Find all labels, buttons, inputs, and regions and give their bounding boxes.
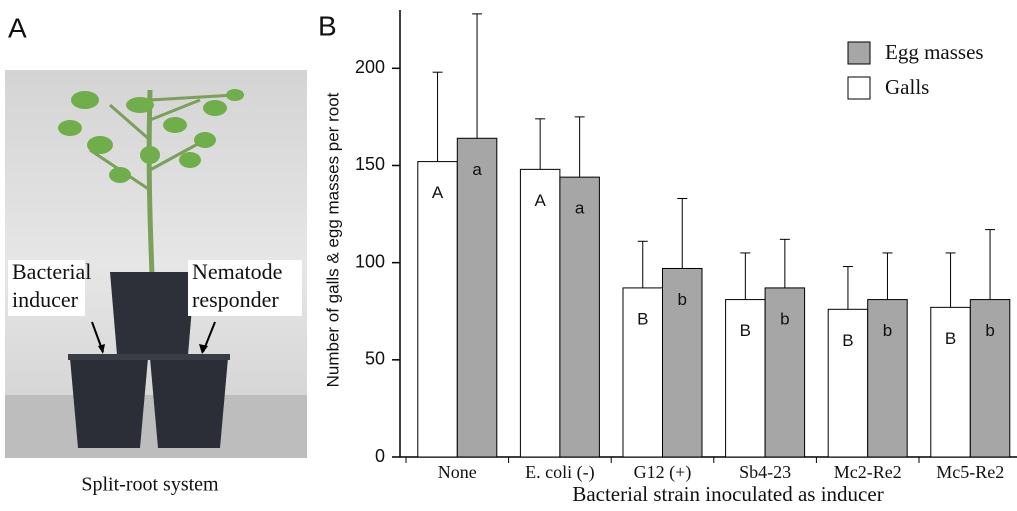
significance-letter: B: [945, 329, 956, 348]
significance-letter: B: [637, 309, 648, 328]
significance-letter: a: [472, 160, 482, 179]
bar: [622, 287, 663, 458]
bar: [969, 299, 1011, 458]
bar: [519, 168, 561, 458]
significance-letter: b: [678, 290, 687, 309]
x-axis-title: Bacterial strain inoculated as inducer: [572, 482, 883, 506]
panel-label: A: [8, 12, 27, 43]
annotation: responder: [192, 287, 279, 312]
annotation: Nematode: [192, 259, 282, 284]
bar: [725, 299, 766, 458]
legend-label: Galls: [885, 75, 929, 99]
bar: [930, 306, 971, 458]
bar: [764, 287, 806, 458]
bar: [456, 137, 498, 458]
annotation: Bacterial: [12, 259, 91, 284]
x-tick-label: Mc2-Re2: [834, 462, 902, 482]
annotation: inducer: [12, 287, 79, 312]
significance-letter: A: [432, 183, 444, 202]
significance-letter: b: [780, 309, 789, 328]
panel-label: B: [318, 10, 337, 41]
photo: [5, 70, 307, 458]
significance-letter: B: [842, 331, 853, 350]
y-tick-label: 200: [355, 57, 385, 77]
bar: [827, 308, 869, 458]
bar: [662, 267, 703, 458]
legend-swatch: [847, 76, 871, 100]
y-axis-title: Number of galls & egg masses per root: [323, 92, 342, 387]
caption: Split-root system: [81, 474, 219, 496]
x-tick-label: None: [438, 462, 477, 482]
bar: [559, 176, 600, 458]
y-tick-label: 150: [355, 154, 385, 174]
significance-letter: B: [740, 321, 751, 340]
y-tick-label: 0: [375, 446, 385, 466]
significance-letter: a: [575, 199, 585, 218]
legend-swatch: [847, 41, 871, 65]
significance-letter: b: [985, 321, 994, 340]
y-tick-label: 100: [355, 251, 385, 271]
x-tick-label: Sb4-23: [739, 462, 791, 482]
x-tick-label: G12 (+): [634, 462, 692, 483]
bar: [417, 161, 458, 458]
significance-letter: b: [883, 321, 892, 340]
x-tick-label: Mc5-Re2: [936, 462, 1004, 482]
bar: [867, 299, 908, 458]
x-tick-label: E. coli (-): [525, 462, 594, 483]
legend-label: Egg masses: [885, 40, 984, 64]
significance-letter: A: [534, 191, 546, 210]
y-tick-label: 50: [365, 349, 385, 369]
